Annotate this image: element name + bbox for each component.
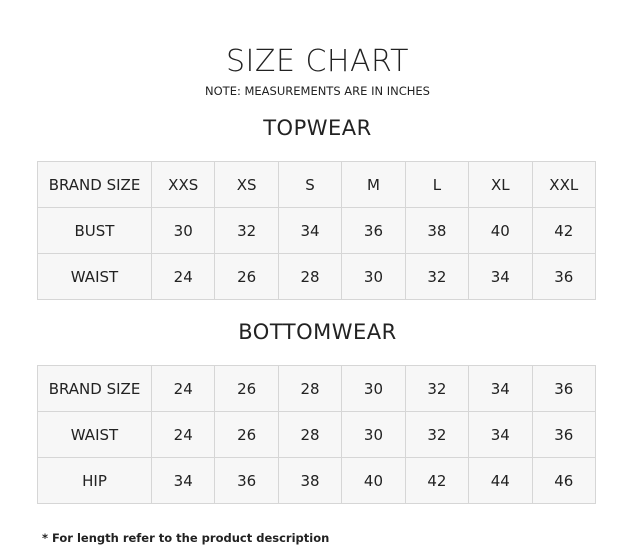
size-header-cell: XXS	[150, 161, 216, 208]
row-label: BUST	[37, 207, 152, 254]
size-header-cell: 28	[277, 365, 343, 412]
table-row: WAIST 24 26 28 30 32 34 36	[37, 411, 597, 458]
size-header-cell: 30	[341, 365, 406, 412]
table-row: BRAND SIZE XXS XS S M L XL XXL	[37, 161, 597, 208]
measurement-cell: 34	[277, 207, 343, 254]
measurement-cell: 44	[468, 457, 533, 504]
table-row: BRAND SIZE 24 26 28 30 32 34 36	[37, 365, 597, 412]
measurement-note: NOTE: MEASUREMENTS ARE IN INCHES	[205, 84, 430, 98]
size-header-cell: 24	[150, 365, 216, 412]
measurement-cell: 32	[404, 253, 470, 300]
measurement-cell: 26	[214, 411, 279, 458]
row-label: HIP	[37, 457, 152, 504]
measurement-cell: 32	[214, 207, 279, 254]
size-header-cell: 26	[214, 365, 279, 412]
size-header-cell: XL	[468, 161, 533, 208]
size-header-cell: 32	[404, 365, 470, 412]
measurement-cell: 24	[150, 253, 216, 300]
measurement-cell: 34	[150, 457, 216, 504]
measurement-cell: 40	[341, 457, 406, 504]
measurement-cell: 42	[531, 207, 597, 254]
page-title: SIZE CHART	[226, 44, 409, 79]
measurement-cell: 36	[214, 457, 279, 504]
measurement-cell: 32	[404, 411, 470, 458]
table-row: BUST 30 32 34 36 38 40 42	[37, 207, 597, 254]
row-label: WAIST	[37, 253, 152, 300]
table-row: HIP 34 36 38 40 42 44 46	[37, 457, 597, 504]
measurement-cell: 30	[341, 253, 406, 300]
measurement-cell: 24	[150, 411, 216, 458]
measurement-cell: 30	[150, 207, 216, 254]
measurement-cell: 30	[341, 411, 406, 458]
measurement-cell: 28	[277, 411, 343, 458]
size-header-cell: S	[277, 161, 343, 208]
measurement-cell: 26	[214, 253, 279, 300]
row-label: WAIST	[37, 411, 152, 458]
measurement-cell: 28	[277, 253, 343, 300]
footnote: * For length refer to the product descri…	[42, 531, 330, 545]
measurement-cell: 46	[531, 457, 597, 504]
measurement-cell: 34	[468, 411, 533, 458]
measurement-cell: 36	[341, 207, 406, 254]
measurement-cell: 36	[531, 253, 597, 300]
topwear-table: BRAND SIZE XXS XS S M L XL XXL BUST 30 32 34 36 38 40 4…	[37, 161, 597, 300]
measurement-cell: 34	[468, 253, 533, 300]
size-header-cell: 34	[468, 365, 533, 412]
table-row: WAIST 24 26 28 30 32 34 36	[37, 253, 597, 300]
size-header-cell: XXL	[531, 161, 597, 208]
topwear-heading: TOPWEAR	[263, 116, 372, 140]
size-header-cell: 36	[531, 365, 597, 412]
row-label: BRAND SIZE	[37, 365, 152, 412]
size-header-cell: XS	[214, 161, 279, 208]
row-label: BRAND SIZE	[37, 161, 152, 208]
measurement-cell: 42	[404, 457, 470, 504]
measurement-cell: 38	[277, 457, 343, 504]
measurement-cell: 38	[404, 207, 470, 254]
measurement-cell: 36	[531, 411, 597, 458]
size-header-cell: L	[404, 161, 470, 208]
measurement-cell: 40	[468, 207, 533, 254]
bottomwear-table: BRAND SIZE 24 26 28 30 32 34 36 WAIST 24 26 28 30 32 3…	[37, 365, 597, 504]
bottomwear-heading: BOTTOMWEAR	[238, 320, 397, 344]
size-header-cell: M	[341, 161, 406, 208]
